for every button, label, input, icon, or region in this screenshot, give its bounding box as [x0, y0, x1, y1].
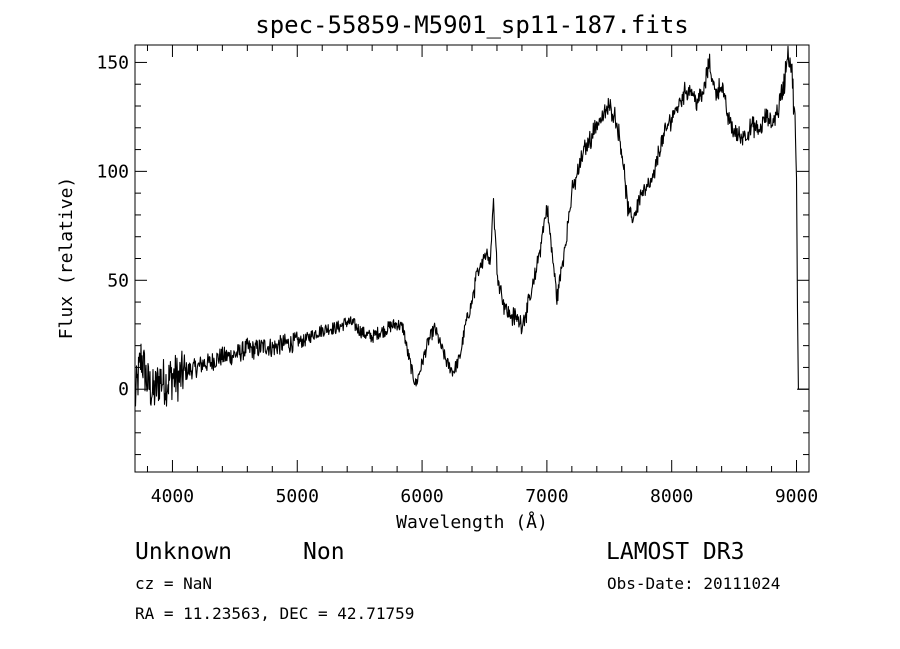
- y-axis-label: Flux (relative): [56, 177, 77, 340]
- axis-ticks: [135, 45, 809, 472]
- observation-date: Obs-Date: 20111024: [607, 574, 780, 593]
- x-axis-label: Wavelength (Å): [396, 511, 548, 533]
- x-tick-label: 4000: [151, 486, 194, 507]
- y-tick-label: 150: [96, 52, 129, 73]
- chart-title: spec-55859-M5901_sp11-187.fits: [255, 11, 688, 39]
- object-class: Unknown: [135, 539, 232, 565]
- x-tick-label: 6000: [400, 486, 443, 507]
- spectrum-line: [134, 45, 809, 407]
- y-tick-label: 50: [107, 270, 129, 291]
- plot-frame: [134, 44, 810, 473]
- survey-name: LAMOST DR3: [606, 539, 744, 565]
- x-tick-labels: 4000 5000 6000 7000 8000 9000: [151, 486, 818, 507]
- object-subclass: Non: [303, 539, 345, 565]
- coordinates: RA = 11.23563, DEC = 42.71759: [135, 604, 414, 623]
- x-tick-label: 5000: [276, 486, 319, 507]
- x-tick-label: 8000: [650, 486, 693, 507]
- y-tick-label: 100: [96, 161, 129, 182]
- x-tick-label: 9000: [775, 486, 818, 507]
- y-tick-label: 0: [118, 379, 129, 400]
- redshift-cz: cz = NaN: [135, 574, 212, 593]
- y-tick-labels: 0 50 100 150: [96, 52, 129, 400]
- x-tick-label: 7000: [525, 486, 568, 507]
